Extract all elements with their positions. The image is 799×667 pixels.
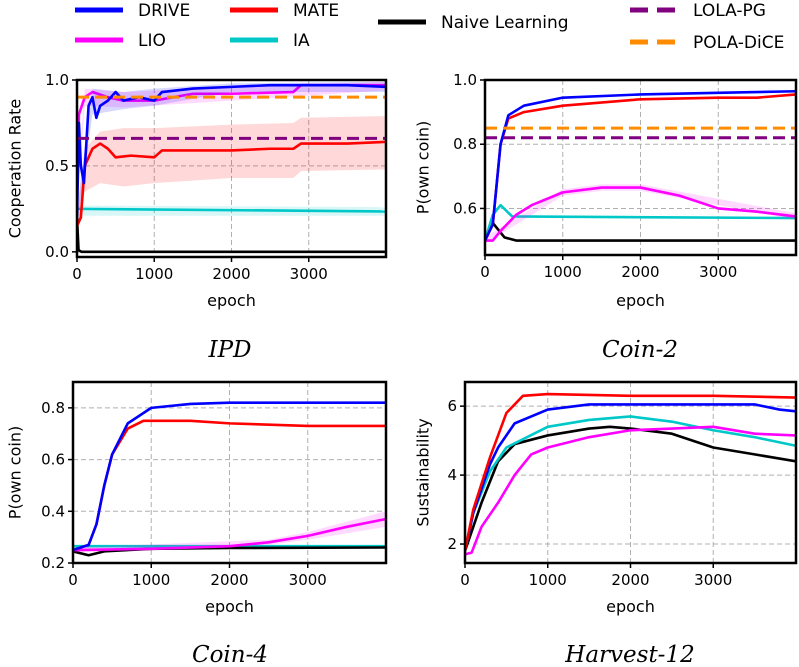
subplot-title: Coin-2 xyxy=(602,337,678,363)
axes-frame xyxy=(75,78,388,259)
x-tick-label: 2000 xyxy=(611,571,649,589)
subplot-coin-2: 0 1000 2000 3000 0.6 0.8 1.0 epoch P(own coin) Co… xyxy=(414,71,798,363)
x-tick-label: 0 xyxy=(72,265,82,283)
y-tick-label: 0.4 xyxy=(41,502,65,520)
y-tick-label: 2 xyxy=(447,535,457,553)
legend-label: Naive Learning xyxy=(441,13,569,33)
series-line-lio xyxy=(77,83,386,201)
x-axis-label: epoch xyxy=(205,597,254,616)
subplot-harvest-12: 0 1000 2000 3000 2 4 6 epoch Sustainability Harve… xyxy=(414,380,798,667)
y-tick-label: 1.0 xyxy=(453,71,477,89)
series-line-ia xyxy=(465,415,796,552)
legend-label: MATE xyxy=(293,1,339,21)
x-tick-label: 0 xyxy=(68,571,78,589)
x-axis-label: epoch xyxy=(606,597,655,616)
x-tick-label: 2000 xyxy=(212,265,250,283)
x-axis-label: epoch xyxy=(616,291,665,310)
y-tick-label: 0.6 xyxy=(453,199,477,217)
y-axis-label: Sustainability xyxy=(414,418,433,526)
x-tick-label: 1000 xyxy=(135,265,173,283)
subplot-coin-4: 0 1000 2000 3000 0.2 0.4 0.6 0.8 epoch P(own coin… xyxy=(6,380,388,667)
x-tick-label: 2000 xyxy=(210,571,248,589)
plot-area xyxy=(485,89,796,244)
y-tick-label: 0.0 xyxy=(45,243,69,261)
legend-entry-ia: IA xyxy=(230,31,310,51)
series-line-ia xyxy=(485,203,796,241)
legend-entry-mate: MATE xyxy=(230,1,339,21)
y-tick-label: 4 xyxy=(447,466,457,484)
legend-entry-naive-learning: Naive Learning xyxy=(378,13,569,33)
series-line-drive xyxy=(73,401,386,552)
legend-label: IA xyxy=(293,31,310,51)
axes-frame xyxy=(483,78,798,257)
x-tick-label: 3000 xyxy=(699,263,737,281)
y-tick-label: 0.8 xyxy=(41,399,65,417)
y-tick-label: 0.2 xyxy=(41,554,65,572)
legend-label: POLA-DiCE xyxy=(693,33,784,53)
legend: DRIVE MATE Naive Learning LOLA-PG LIO IA POLA-… xyxy=(75,1,784,53)
x-tick-label: 2000 xyxy=(621,263,659,281)
plot-area xyxy=(465,392,796,556)
legend-entry-pola-dice: POLA-DiCE xyxy=(630,33,784,53)
legend-label: DRIVE xyxy=(138,1,190,21)
axes-frame xyxy=(71,380,388,565)
y-tick-label: 0.6 xyxy=(41,451,65,469)
y-tick-label: 0.8 xyxy=(453,135,477,153)
series-line-mate xyxy=(465,392,796,552)
x-tick-label: 3000 xyxy=(290,265,328,283)
band-lio xyxy=(485,184,796,244)
plot-area xyxy=(73,401,386,557)
subplot-title: Harvest-12 xyxy=(564,642,694,667)
legend-entry-lola-pg: LOLA-PG xyxy=(630,1,766,21)
series-line-mate xyxy=(77,140,386,227)
x-tick-label: 1000 xyxy=(544,263,582,281)
series-line-naive-learning xyxy=(465,425,796,552)
series-line-lio xyxy=(73,517,386,552)
series-line-ia xyxy=(77,207,386,213)
y-tick-label: 6 xyxy=(447,397,457,415)
y-axis-label: P(own coin) xyxy=(414,121,433,214)
series-line-drive xyxy=(465,403,796,552)
x-tick-label: 3000 xyxy=(694,571,732,589)
series-line-lio xyxy=(465,425,796,556)
series-line-drive xyxy=(485,89,796,242)
series-line-lio xyxy=(485,186,796,242)
subplot-ipd: 0 1000 2000 3000 0.0 0.5 1.0 epoch Cooperation R… xyxy=(6,71,388,363)
axes-frame xyxy=(463,380,798,565)
y-tick-label: 0.5 xyxy=(45,157,69,175)
x-axis-label: epoch xyxy=(207,291,256,310)
subplot-title: IPD xyxy=(207,337,251,363)
y-axis-label: Cooperation Rate xyxy=(6,99,25,239)
x-tick-label: 1000 xyxy=(529,571,567,589)
legend-entry-lio: LIO xyxy=(75,31,166,51)
x-tick-label: 0 xyxy=(480,263,490,281)
band-lio xyxy=(77,81,386,209)
legend-label: LIO xyxy=(138,31,166,51)
subplot-title: Coin-4 xyxy=(192,642,268,667)
legend-label: LOLA-PG xyxy=(693,1,766,21)
legend-entry-drive: DRIVE xyxy=(75,1,190,21)
x-tick-label: 1000 xyxy=(132,571,170,589)
x-tick-label: 0 xyxy=(460,571,470,589)
band-mate xyxy=(77,116,386,235)
x-tick-label: 3000 xyxy=(289,571,327,589)
band-drive xyxy=(77,81,386,227)
y-axis-label: P(own coin) xyxy=(6,426,25,519)
y-tick-label: 1.0 xyxy=(45,71,69,89)
